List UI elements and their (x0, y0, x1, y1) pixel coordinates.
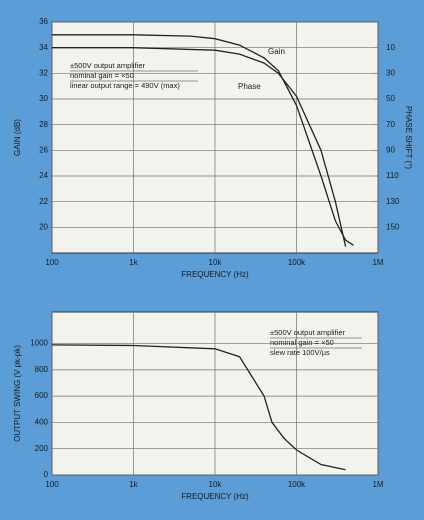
y-tick-label: 22 (39, 197, 48, 206)
series-line (52, 34, 354, 246)
x-tick-label: 100 (45, 480, 59, 489)
y2-axis-label: PHASE SHIFT (°) (404, 106, 413, 169)
x-tick-label: 1M (372, 258, 383, 267)
y-tick-label: 24 (39, 171, 48, 180)
y-axis-label: OUTPUT SWING (V pk-pk) (13, 345, 22, 442)
series-line (51, 344, 346, 471)
y-tick-label: 26 (39, 145, 48, 154)
x-axis-label: FREQUENCY (Hz) (181, 270, 249, 279)
x-tick-label: 10k (209, 258, 223, 267)
y-tick-label: 34 (39, 43, 48, 52)
annotation: slew rate 100V/µs (270, 348, 330, 357)
y-tick-label: 20 (39, 222, 48, 231)
x-tick-label: 1M (372, 480, 383, 489)
annotation: ±500V output amplifier (70, 61, 145, 70)
x-axis-label: FREQUENCY (Hz) (181, 492, 249, 501)
x-tick-label: 10k (209, 480, 223, 489)
y-tick-label: 0 (44, 470, 49, 479)
y-tick-label: 800 (35, 365, 49, 374)
y2-tick-label: 10 (386, 43, 395, 52)
annotation: linear output range = 490V (max) (70, 81, 180, 90)
y2-tick-label: 70 (386, 120, 395, 129)
y2-tick-label: 50 (386, 94, 395, 103)
y-tick-label: 36 (39, 17, 48, 26)
annotation: nominal gain = ×50 (270, 338, 334, 347)
y-tick-label: 400 (35, 418, 49, 427)
x-tick-label: 100k (288, 480, 306, 489)
y-tick-label: 600 (35, 391, 49, 400)
x-tick-label: 100 (45, 258, 59, 267)
x-tick-label: 1k (129, 480, 138, 489)
y-tick-label: 32 (39, 68, 48, 77)
x-tick-label: 100k (288, 258, 306, 267)
y-tick-label: 1000 (30, 339, 48, 348)
series-label: Gain (268, 47, 285, 56)
annotation: ±500V output amplifier (270, 328, 345, 337)
y2-tick-label: 30 (386, 68, 395, 77)
y2-tick-label: 110 (386, 171, 399, 180)
y2-tick-label: 90 (386, 145, 395, 154)
y-tick-label: 28 (39, 120, 48, 129)
series-label: Phase (238, 82, 261, 91)
annotation: nominal gain = ×50 (70, 71, 134, 80)
x-tick-label: 1k (129, 258, 138, 267)
y-tick-label: 30 (39, 94, 48, 103)
y2-tick-label: 150 (386, 222, 400, 231)
series-line (52, 47, 347, 247)
y-axis-label: GAIN (dB) (13, 119, 22, 156)
y-tick-label: 200 (35, 444, 49, 453)
y2-tick-label: 130 (386, 197, 400, 206)
